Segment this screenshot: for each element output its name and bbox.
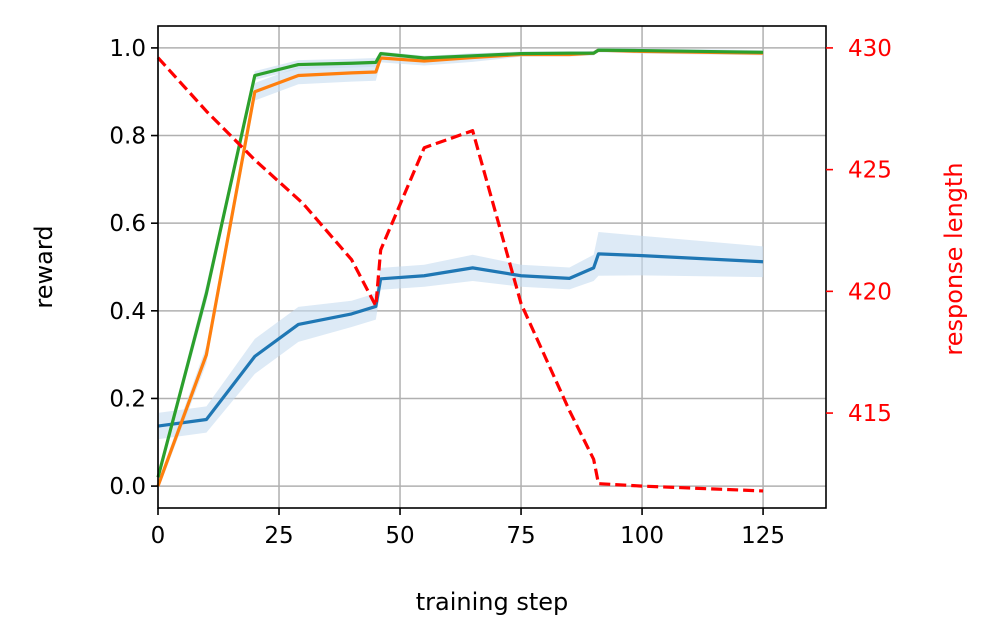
series-0-line <box>157 252 764 428</box>
x-tick-label-1: 25 <box>264 523 293 549</box>
y-tick-label-1: 0.2 <box>109 386 146 412</box>
series-3-line <box>156 56 764 493</box>
x-tick-label-2: 50 <box>385 523 414 549</box>
y-tick-label-2: 0.4 <box>109 299 146 325</box>
confidence-bands <box>158 47 764 491</box>
x-tick-label-3: 75 <box>506 523 535 549</box>
y2-axis-label: response length <box>940 162 968 355</box>
series-2-line <box>156 48 764 478</box>
x-tick-label-5: 125 <box>741 523 785 549</box>
y2-tick-label-3: 430 <box>848 36 892 62</box>
y2-tick-label-2: 425 <box>848 158 892 184</box>
y-tick-label-0: 0.0 <box>109 474 146 500</box>
plot-frame <box>157 25 827 509</box>
x-tick-label-4: 100 <box>620 523 664 549</box>
y-tick-label-4: 0.8 <box>109 124 146 150</box>
x-axis-label: training step <box>416 588 569 616</box>
y2-tick-label-1: 420 <box>848 279 892 305</box>
axes: 0 25 50 75 100 125 0.0 0.2 0.4 0.6 0.8 1.0 415 420 425… <box>109 25 892 549</box>
series-0-band <box>158 231 764 440</box>
y-axis-label: reward <box>30 225 58 308</box>
series-lines <box>156 48 764 493</box>
y-tick-label-5: 1.0 <box>109 36 146 62</box>
y2-tick-label-0: 415 <box>848 401 892 427</box>
x-tick-label-0: 0 <box>151 523 166 549</box>
y-tick-label-3: 0.6 <box>109 211 146 237</box>
